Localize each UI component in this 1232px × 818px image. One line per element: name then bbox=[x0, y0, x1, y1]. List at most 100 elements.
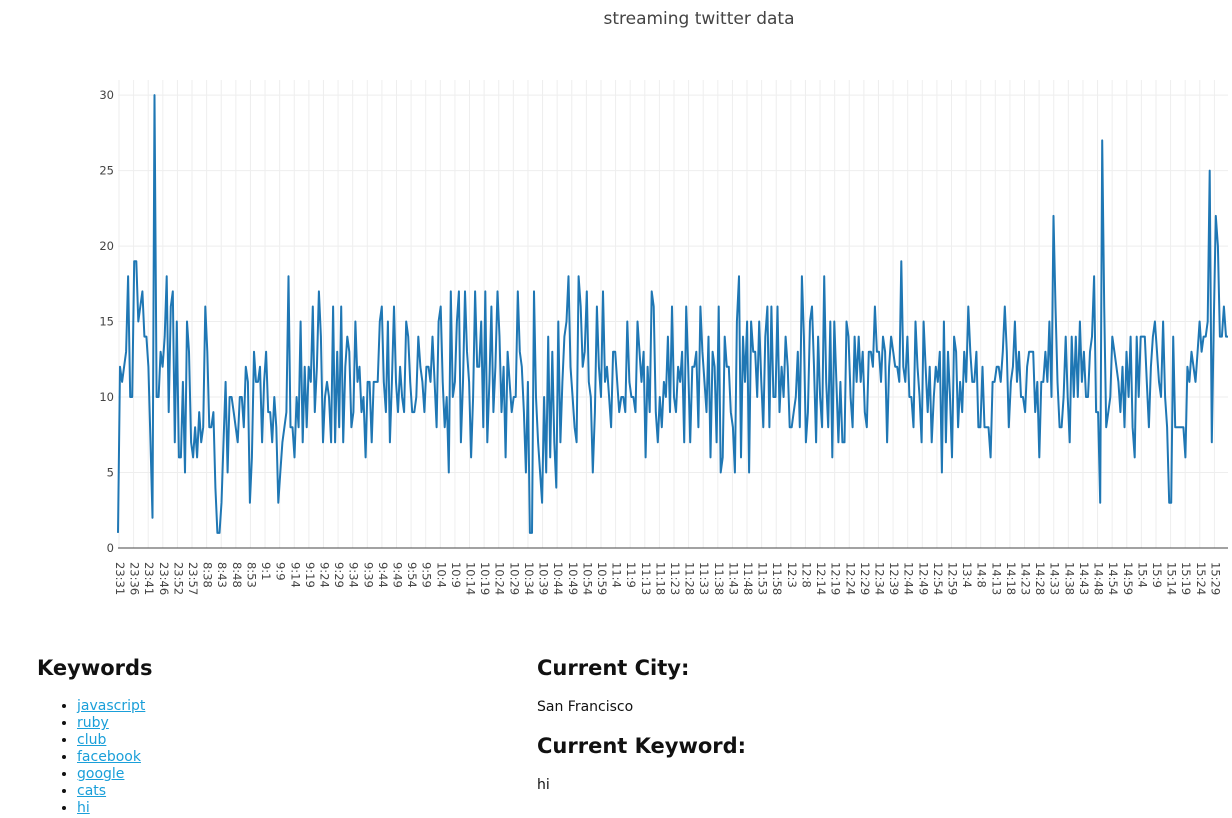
x-tick-label: 12:34 bbox=[872, 562, 886, 595]
x-tick-label: 14:18 bbox=[1004, 562, 1018, 595]
x-tick-label: 11:48 bbox=[741, 562, 755, 595]
x-tick-label: 15:4 bbox=[1135, 562, 1149, 588]
x-tick-label: 10:34 bbox=[522, 562, 536, 595]
x-tick-label: 9:29 bbox=[332, 562, 346, 588]
x-tick-label: 15:24 bbox=[1194, 562, 1208, 595]
y-tick-label: 15 bbox=[99, 315, 114, 329]
keyword-link-google[interactable]: google bbox=[77, 766, 125, 782]
x-tick-label: 14:43 bbox=[1077, 562, 1091, 595]
x-tick-label: 11:28 bbox=[683, 562, 697, 595]
x-tick-label: 8:53 bbox=[244, 562, 258, 588]
x-tick-label: 23:41 bbox=[142, 562, 156, 595]
y-tick-label: 5 bbox=[107, 466, 114, 480]
info-panel: Current City: San Francisco Current Keyw… bbox=[537, 656, 1037, 812]
x-tick-label: 15:9 bbox=[1150, 562, 1164, 588]
x-tick-label: 23:52 bbox=[171, 562, 185, 595]
x-tick-label: 9:34 bbox=[347, 562, 361, 588]
x-tick-label: 12:3 bbox=[785, 562, 799, 588]
x-tick-label: 14:28 bbox=[1033, 562, 1047, 595]
x-tick-label: 10:24 bbox=[493, 562, 507, 595]
line-chart: 0 5 10 15 20 25 30 23:31 23:36 23:41 23:46 23:52 23… bbox=[99, 9, 1228, 595]
series-line-0 bbox=[117, 94, 1228, 534]
x-tick-label: 13:4 bbox=[960, 562, 974, 588]
keyword-item: club bbox=[77, 732, 457, 749]
x-tick-label: 14:48 bbox=[1092, 562, 1106, 595]
x-tick-label: 10:4 bbox=[434, 562, 448, 588]
x-tick-label: 12:14 bbox=[814, 562, 828, 595]
chart-container: 0 5 10 15 20 25 30 23:31 23:36 23:41 23:46 23:52 23… bbox=[99, 9, 1228, 595]
x-tick-label: 14:38 bbox=[1062, 562, 1076, 595]
keyword-list: javascript ruby club facebook google cat… bbox=[37, 698, 457, 817]
x-tick-label: 12:59 bbox=[946, 562, 960, 595]
keyword-link-ruby[interactable]: ruby bbox=[77, 715, 109, 731]
x-tick-label: 11:4 bbox=[610, 562, 624, 588]
keyword-link-javascript[interactable]: javascript bbox=[77, 698, 146, 714]
keyword-link-hi[interactable]: hi bbox=[77, 800, 90, 816]
x-tick-label: 9:19 bbox=[303, 562, 317, 588]
x-tick-label: 8:38 bbox=[201, 562, 215, 588]
x-tick-label: 9:49 bbox=[391, 562, 405, 588]
current-city-heading: Current City: bbox=[537, 656, 690, 680]
current-keyword-heading: Current Keyword: bbox=[537, 734, 747, 758]
x-tick-label: 12:44 bbox=[902, 562, 916, 595]
x-tick-label: 12:54 bbox=[931, 562, 945, 595]
x-tick-label: 14:23 bbox=[1019, 562, 1033, 595]
x-tick-label: 11:13 bbox=[639, 562, 653, 595]
y-axis-ticks: 0 5 10 15 20 25 30 bbox=[99, 88, 114, 555]
plot-area bbox=[117, 94, 1228, 534]
x-tick-label: 9:59 bbox=[420, 562, 434, 588]
x-tick-label: 9:14 bbox=[288, 562, 302, 588]
x-tick-label: 9:24 bbox=[317, 562, 331, 588]
x-tick-label: 12:8 bbox=[799, 562, 813, 588]
x-tick-label: 9:9 bbox=[274, 562, 288, 581]
x-tick-label: 11:23 bbox=[668, 562, 682, 595]
keyword-link-cats[interactable]: cats bbox=[77, 783, 107, 799]
keyword-link-club[interactable]: club bbox=[77, 732, 107, 748]
keyword-item: javascript bbox=[77, 698, 457, 715]
keyword-item: ruby bbox=[77, 715, 457, 732]
x-tick-label: 14:8 bbox=[975, 562, 989, 588]
x-tick-label: 11:53 bbox=[756, 562, 770, 595]
keyword-item: cats bbox=[77, 783, 457, 800]
y-tick-label: 30 bbox=[99, 88, 114, 102]
x-tick-label: 9:44 bbox=[376, 562, 390, 588]
x-tick-label: 23:57 bbox=[186, 562, 200, 595]
y-tick-label: 20 bbox=[99, 239, 114, 253]
x-tick-label: 11:58 bbox=[770, 562, 784, 595]
x-tick-label: 10:14 bbox=[464, 562, 478, 595]
x-tick-label: 14:13 bbox=[989, 562, 1003, 595]
x-tick-label: 12:19 bbox=[829, 562, 843, 595]
x-tick-label: 12:29 bbox=[858, 562, 872, 595]
keyword-item: facebook bbox=[77, 749, 457, 766]
y-tick-label: 25 bbox=[99, 164, 114, 178]
x-tick-label: 9:54 bbox=[405, 562, 419, 588]
x-tick-label: 15:29 bbox=[1208, 562, 1222, 595]
x-tick-label: 10:29 bbox=[507, 562, 521, 595]
x-tick-label: 14:33 bbox=[1048, 562, 1062, 595]
y-tick-label: 0 bbox=[107, 541, 114, 555]
x-tick-label: 12:24 bbox=[843, 562, 857, 595]
x-tick-label: 11:43 bbox=[726, 562, 740, 595]
x-tick-label: 10:9 bbox=[449, 562, 463, 588]
x-tick-label: 8:43 bbox=[215, 562, 229, 588]
keywords-panel: Keywords javascript ruby club facebook g… bbox=[37, 656, 457, 817]
x-tick-label: 11:18 bbox=[653, 562, 667, 595]
chart-title: streaming twitter data bbox=[603, 9, 794, 29]
x-tick-label: 14:54 bbox=[1106, 562, 1120, 595]
x-axis-ticks: 23:31 23:36 23:41 23:46 23:52 23:57 8:38 8:43 8:… bbox=[113, 562, 1222, 595]
x-tick-label: 10:59 bbox=[595, 562, 609, 595]
x-tick-label: 12:39 bbox=[887, 562, 901, 595]
current-city-value: San Francisco bbox=[537, 699, 634, 715]
x-tick-label: 23:36 bbox=[128, 562, 142, 595]
x-tick-label: 10:49 bbox=[566, 562, 580, 595]
x-tick-label: 10:39 bbox=[537, 562, 551, 595]
x-tick-label: 14:59 bbox=[1121, 562, 1135, 595]
x-tick-label: 9:1 bbox=[259, 562, 273, 581]
x-tick-label: 10:44 bbox=[551, 562, 565, 595]
keyword-link-facebook[interactable]: facebook bbox=[77, 749, 141, 765]
keyword-item: hi bbox=[77, 800, 457, 817]
keywords-heading: Keywords bbox=[37, 656, 153, 680]
x-tick-label: 15:19 bbox=[1179, 562, 1193, 595]
x-tick-label: 10:54 bbox=[580, 562, 594, 595]
x-tick-label: 11:9 bbox=[624, 562, 638, 588]
